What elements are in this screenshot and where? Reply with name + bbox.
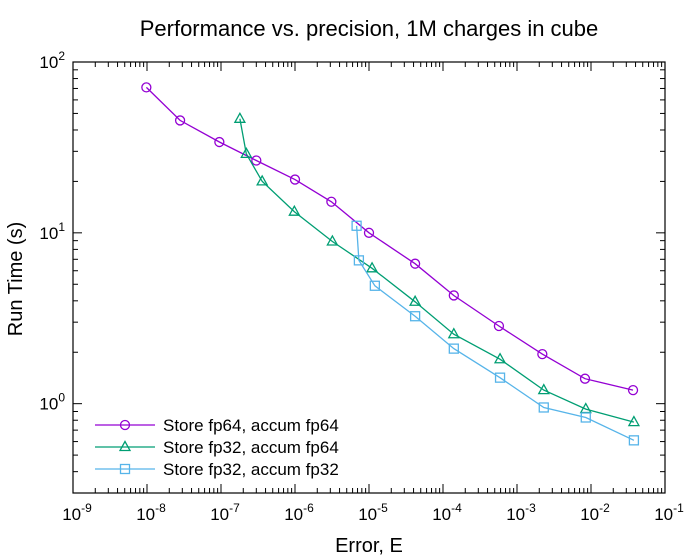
legend-entry: Store fp64, accum fp64 xyxy=(95,416,339,435)
legend-entry: Store fp32, accum fp32 xyxy=(95,460,339,479)
data-point-circle xyxy=(627,384,639,396)
data-point-square xyxy=(628,435,640,446)
series-layer xyxy=(141,82,641,446)
legend-label: Store fp32, accum fp32 xyxy=(163,460,339,479)
data-point-circle xyxy=(141,82,152,93)
data-point-circle xyxy=(363,227,375,238)
data-point-square xyxy=(448,343,459,354)
data-point-circle xyxy=(493,320,505,332)
data-point-square xyxy=(580,412,591,423)
legend-label: Store fp32, accum fp64 xyxy=(163,438,339,457)
data-point-circle xyxy=(448,290,459,301)
data-point-circle xyxy=(251,155,262,166)
legend-marker-triangle xyxy=(118,440,132,452)
series-line xyxy=(239,118,635,423)
x-axis-label: Error, E xyxy=(335,535,403,557)
x-tick-label: 10-9 xyxy=(62,501,92,524)
data-point-triangle xyxy=(240,147,253,158)
data-point-square xyxy=(494,372,506,383)
series-2 xyxy=(233,111,641,427)
x-tick-label: 10-4 xyxy=(432,501,462,524)
data-point-triangle xyxy=(288,204,301,216)
x-tick-label: 10-8 xyxy=(136,501,166,524)
x-tick-label: 10-2 xyxy=(580,501,610,524)
legend-marker-square xyxy=(119,463,131,475)
data-point-circle xyxy=(579,373,591,384)
data-point-triangle xyxy=(233,111,246,123)
data-point-square xyxy=(409,311,421,322)
y-tick-label: 100 xyxy=(39,391,65,414)
data-point-circle xyxy=(537,348,548,360)
data-point-triangle xyxy=(447,327,460,339)
data-point-circle xyxy=(409,258,421,269)
x-tick-label: 10-7 xyxy=(210,501,240,524)
series-line xyxy=(145,86,634,391)
data-point-triangle xyxy=(627,415,641,427)
data-point-triangle xyxy=(326,234,339,246)
data-point-square xyxy=(369,280,381,291)
x-tick-label: 10-1 xyxy=(654,501,684,524)
chart-title: Performance vs. precision, 1M charges in… xyxy=(140,16,599,41)
legend-marker-circle xyxy=(119,419,131,431)
x-tick-label: 10-5 xyxy=(358,501,388,524)
x-tick-label: 10-3 xyxy=(506,501,536,524)
y-tick-label: 102 xyxy=(39,49,65,72)
legend-entry: Store fp32, accum fp64 xyxy=(95,438,339,457)
legend: Store fp64, accum fp64 Store fp32, accum … xyxy=(95,416,339,479)
data-point-square xyxy=(351,220,362,231)
data-point-triangle xyxy=(493,352,507,364)
data-point-circle xyxy=(289,174,301,185)
data-point-square xyxy=(353,255,365,266)
data-point-triangle xyxy=(365,261,379,273)
data-point-triangle xyxy=(537,383,550,395)
axis-tick-labels: 10-9 10-8 10-7 10-6 10-5 10-4 10-3 10-2 10-1 100 1… xyxy=(39,49,684,524)
x-tick-label: 10-6 xyxy=(284,501,314,524)
data-point-circle xyxy=(326,196,337,207)
data-point-triangle xyxy=(256,174,269,186)
series-1 xyxy=(141,82,639,396)
series-line xyxy=(355,225,635,441)
series-3 xyxy=(351,220,640,446)
data-point-square xyxy=(538,402,549,413)
y-axis-label: Run Time (s) xyxy=(5,222,27,336)
legend-label: Store fp64, accum fp64 xyxy=(163,416,339,435)
data-point-circle xyxy=(174,115,186,126)
data-point-triangle xyxy=(409,294,422,306)
y-tick-label: 101 xyxy=(39,220,65,243)
data-point-circle xyxy=(214,136,225,148)
axis-ticks xyxy=(72,61,666,494)
